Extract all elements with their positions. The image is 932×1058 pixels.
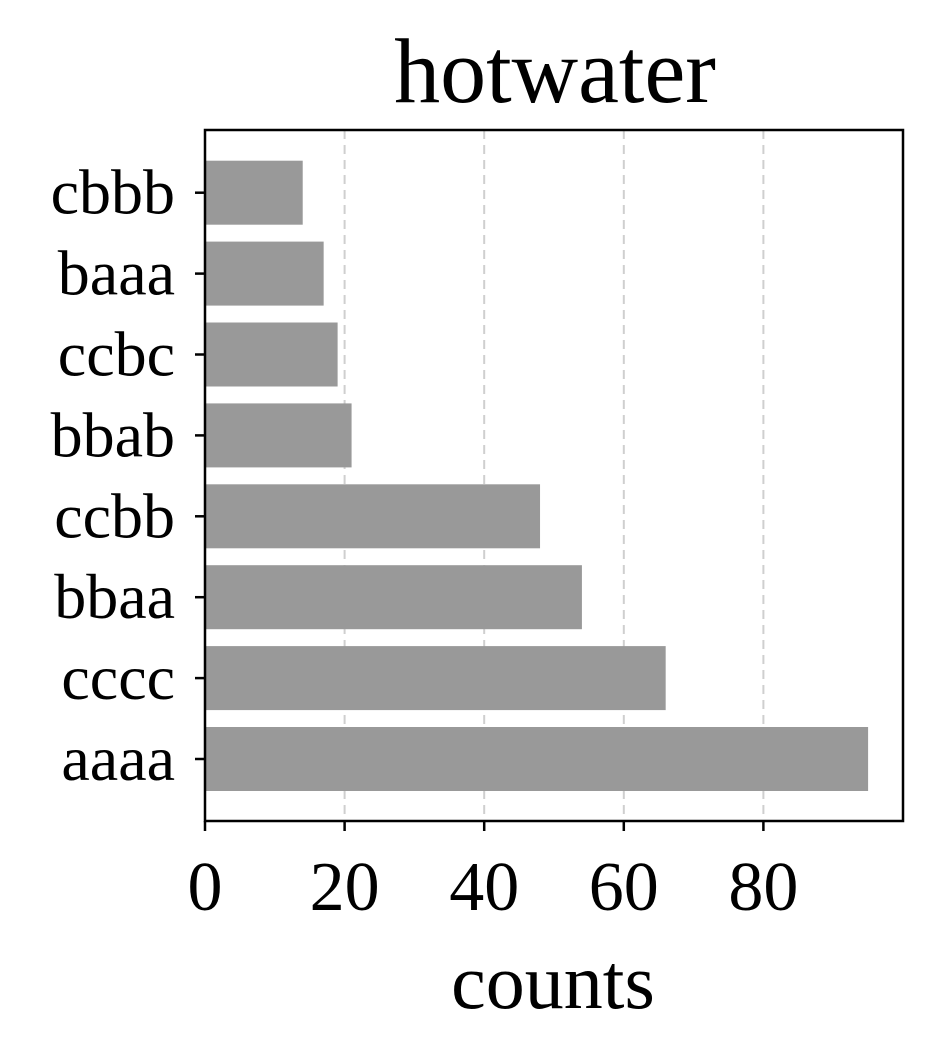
- y-tick-label-aaaa: aaaa: [61, 723, 175, 794]
- y-tick-label-cbbb: cbbb: [51, 157, 175, 228]
- x-tick-label-40: 40: [449, 849, 519, 926]
- chart-title: hotwater: [394, 20, 716, 122]
- y-tick-label-bbaa: bbaa: [54, 561, 175, 632]
- bar-ccbc: [205, 322, 338, 387]
- bar-ccbb: [205, 484, 541, 549]
- y-tick-label-bbab: bbab: [51, 399, 175, 470]
- bar-cbbb: [205, 160, 303, 225]
- y-tick-label-ccbb: ccbb: [54, 480, 175, 551]
- x-tick-label-60: 60: [589, 849, 659, 926]
- y-tick-label-baaa: baaa: [58, 238, 175, 309]
- bars: [205, 160, 869, 791]
- x-tick-label-0: 0: [188, 849, 223, 926]
- y-tick-label-ccbc: ccbc: [58, 319, 175, 390]
- grid-lines: [343, 130, 765, 821]
- bar-bbab: [205, 403, 352, 468]
- x-axis: 0 20 40 60 80: [188, 821, 798, 926]
- bar-baaa: [205, 241, 324, 306]
- x-tick-label-20: 20: [310, 849, 380, 926]
- bar-cccc: [205, 646, 666, 711]
- y-axis: aaaa cccc bbaa ccbb bbab ccbc baaa cbbb: [51, 157, 205, 794]
- y-tick-label-cccc: cccc: [61, 642, 175, 713]
- plot-frame: [203, 128, 905, 823]
- bar-aaaa: [205, 727, 869, 791]
- bar-bbaa: [205, 565, 582, 630]
- x-axis-label: counts: [451, 938, 655, 1025]
- x-tick-label-80: 80: [728, 849, 798, 926]
